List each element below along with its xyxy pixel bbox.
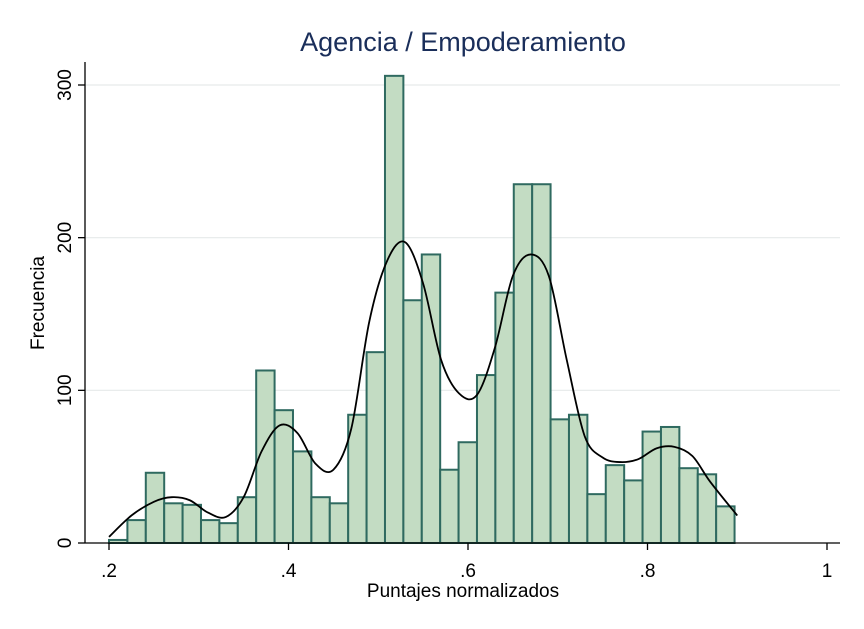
histogram-bar <box>623 479 644 545</box>
histogram-bar <box>494 291 515 545</box>
histogram-bar <box>715 505 736 544</box>
y-tick-label: 300 <box>55 69 76 101</box>
histogram-bar <box>678 467 699 544</box>
y-tick-label: 200 <box>55 222 76 254</box>
histogram-bar <box>659 425 681 544</box>
y-tick-label: 100 <box>55 374 76 406</box>
histogram-bar <box>181 503 202 545</box>
histogram-bars <box>108 74 736 545</box>
histogram-bar <box>218 522 239 544</box>
histogram-bar <box>604 464 626 545</box>
histogram-bar <box>586 493 607 544</box>
histogram-bar <box>144 471 166 545</box>
x-axis-title: Puntajes normalizados <box>367 581 559 602</box>
histogram-bar <box>512 183 534 544</box>
histogram-bar <box>273 409 294 544</box>
histogram-bar <box>328 502 350 545</box>
histogram-bar <box>163 502 184 545</box>
histogram-bar <box>199 519 221 544</box>
histogram-bar <box>531 183 552 544</box>
histogram-bar <box>439 468 460 544</box>
histogram-bar <box>365 351 386 544</box>
x-tick-label: .8 <box>640 561 656 582</box>
chart-title: Agencia / Empoderamiento <box>300 27 626 57</box>
density-curve <box>108 240 738 538</box>
histogram-bar <box>347 413 368 545</box>
histogram-bar <box>457 441 478 544</box>
y-ticks: 0 100 200 300 <box>55 69 85 548</box>
x-tick-label: 1 <box>822 561 833 582</box>
gridlines <box>85 84 840 391</box>
histogram-bar <box>291 450 313 544</box>
histogram-bar <box>475 374 497 545</box>
x-tick-label: .4 <box>281 561 297 582</box>
histogram-bar <box>420 253 442 545</box>
histogram-bar <box>383 74 405 544</box>
histogram-bar <box>310 496 331 545</box>
axes <box>84 62 840 544</box>
histogram-bar <box>549 418 570 544</box>
y-tick-label: 0 <box>55 538 76 549</box>
x-ticks: .2 .4 .6 .8 1 <box>101 543 832 582</box>
x-tick-label: .6 <box>460 561 476 582</box>
histogram-bar <box>402 299 423 545</box>
x-tick-label: .2 <box>101 561 117 582</box>
y-axis-title: Frecuencia <box>28 256 49 350</box>
histogram-bar <box>126 519 147 544</box>
